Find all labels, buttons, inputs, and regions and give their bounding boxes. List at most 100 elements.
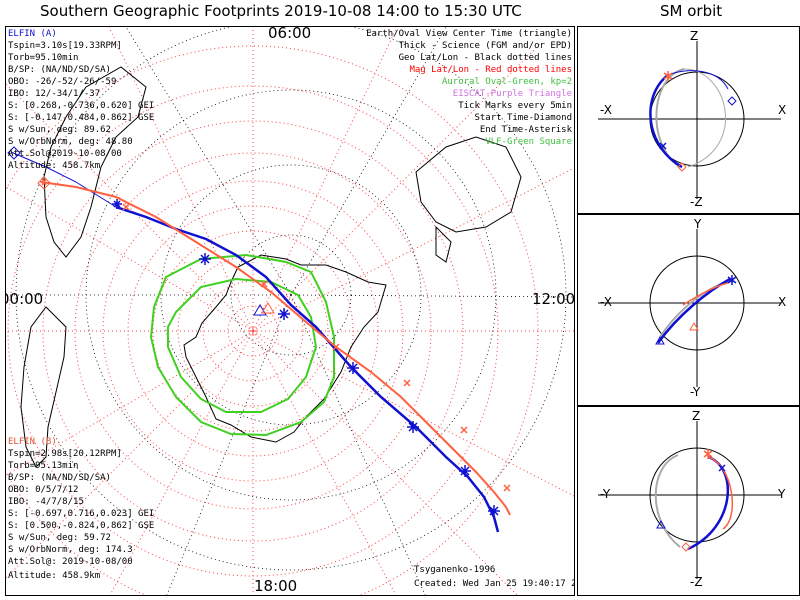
elfin-b-tick — [503, 484, 511, 492]
xz-top-label: Z — [690, 29, 699, 43]
mlt-label-right: 12:00 — [532, 290, 575, 308]
elfin-a-info-2: B/SP: (NA/ND/SD/SA) — [8, 65, 111, 75]
legend-vlf: VLF-Green Square — [485, 137, 572, 147]
earth-circle — [649, 447, 745, 543]
orbit-a-start-diamond — [681, 542, 691, 552]
elfin-b-thick-segment — [40, 181, 511, 516]
elfin-b-info-7: S w/Sun, deg: 59.72 — [8, 533, 111, 543]
orbit-b-red-track — [707, 456, 734, 530]
elfin-a-tick — [407, 421, 419, 433]
elfin-a-tick — [112, 199, 122, 209]
orbit-a-start-triangle — [655, 335, 665, 345]
orbit-xy-canvas — [598, 229, 781, 387]
main-title: Southern Geographic Footprints 2019-10-0… — [40, 2, 522, 20]
elfin-b-ticks — [41, 178, 511, 492]
elfin-a-info-0: Tspin=3.10s[19.33RPM] — [8, 41, 122, 51]
elfin-a-tick — [459, 465, 471, 477]
model-label: Tsyganenko-1996 — [414, 565, 496, 575]
elfin-a-thin-segment — [10, 151, 117, 208]
elfin-a-tick — [488, 505, 500, 517]
orbit-a-end-asterisk — [727, 275, 737, 285]
elfin-a-info-3: OBO: -26/-52/-26/-59 — [8, 77, 117, 87]
yz-bottom-label: -Z — [690, 575, 703, 589]
elfin-a-ticks — [112, 199, 500, 517]
legend-mag: Mag Lat/Lon - Red dotted lines — [409, 65, 572, 75]
yz-right-label: Y — [778, 487, 786, 501]
elfin-b-view-center-triangle — [261, 302, 275, 314]
elfin-b-tick — [332, 343, 340, 351]
auroral-oval-inner — [167, 277, 318, 413]
orbit-a-tick — [659, 142, 667, 150]
orbit-a-end-asterisk — [663, 71, 673, 81]
elfin-a-info-8: S w/OrbNorm, deg: 48.80 — [8, 137, 133, 147]
new-zealand-coast — [435, 225, 452, 263]
elfin-a-info-6: S: [-0.147,0.484,0.862] GSE — [8, 113, 155, 123]
orbit-xz-canvas — [598, 41, 781, 199]
orbit-a-track — [649, 74, 683, 169]
legend-end: End Time-Asterisk — [479, 125, 572, 135]
elfin-b-info-0: Tspin=2.98s[20.12RPM] — [8, 449, 122, 459]
elfin-b-info-5: S: [-0.697,0.716,0.023] GEI — [8, 509, 155, 519]
elfin-a-info-9: Att.Sol@2019-10-08/00 — [8, 149, 122, 159]
elfin-a-info-7: S w/Sun, deg: 89.62 — [8, 125, 111, 135]
orbit-b-track-back — [683, 68, 726, 168]
legend-eiscat: EISCAT-Purple Triangle — [452, 89, 572, 99]
orbit-panel-xz: Z -Z -X X — [577, 26, 800, 214]
elfin-a-tick — [199, 253, 211, 265]
polar-footprint-map: 06:00 00:00 12:00 18:00 ELFIN (A) Tspin=… — [5, 26, 575, 596]
antarctica-coast — [183, 254, 387, 443]
elfin-b-info-6: S: [0.500,-0.824,0.862] GSE — [8, 521, 155, 531]
orbit-b-red-track — [682, 282, 729, 306]
elfin-b-track — [40, 181, 511, 516]
elfin-b-info-3: OBO: 0/5/7/12 — [8, 485, 79, 495]
south-america-coast — [43, 66, 147, 258]
elfin-a-start-diamond — [7, 146, 21, 160]
elfin-a-info-5: S: [0.268,-0.736,0.620] GEI — [8, 101, 155, 111]
legend-ticks: Tick Marks every 5min — [458, 101, 572, 111]
orbit-b-start-triangle — [689, 321, 699, 331]
africa-coast — [20, 306, 67, 468]
elfin-a-thick-segment — [115, 205, 500, 533]
elfin-b-tick — [122, 203, 130, 211]
orbit-b-track — [654, 454, 681, 548]
elfin-a-track — [10, 151, 500, 533]
earth-circle — [649, 255, 745, 351]
xz-bottom-label: -Z — [690, 195, 703, 209]
mlt-label-left: 00:00 — [6, 290, 44, 308]
elfin-b-tick — [260, 280, 268, 288]
geo-lon-lines — [6, 27, 574, 595]
elfin-b-name: ELFIN (B) — [8, 437, 57, 447]
elfin-b-tick — [403, 379, 411, 387]
xy-left-label: -X — [600, 295, 612, 309]
mlt-label-top: 06:00 — [268, 26, 312, 42]
orbit-b-start-triangle — [656, 519, 666, 529]
yz-top-label: Z — [692, 409, 701, 423]
elfin-a-info-4: IBO: 12/-34/1/-37 — [8, 89, 101, 99]
elfin-a-info-1: Torb=95.10min — [8, 53, 79, 63]
orbit-a-tick — [718, 464, 726, 472]
orbit-a-end-asterisk — [703, 449, 713, 459]
orbit-a-track — [656, 277, 731, 344]
orbit-b-start-diamond — [677, 162, 687, 172]
orbit-panel-yz: Z -Z -Y Y — [577, 406, 800, 596]
coastlines — [20, 66, 522, 468]
legend-thick: Thick - Science (FGM and/or EPD) — [398, 41, 572, 51]
xz-right-label: X — [778, 103, 787, 117]
elfin-a-tick — [278, 308, 290, 320]
elfin-a-info-10: Altitude: 458.7km — [8, 161, 101, 171]
elfin-a-view-center-triangle — [253, 304, 267, 316]
xy-top-label: Y — [694, 217, 702, 231]
elfin-b-info-1: Torb=95.13min — [8, 461, 79, 471]
elfin-b-info-8: S w/OrbNorm, deg: 174.3 — [8, 545, 133, 555]
auroral-oval-outer — [149, 253, 335, 437]
elfin-b-info-9: Att.Sol@: 2019-10-08/00 — [8, 557, 133, 567]
orbit-a-track-thin — [667, 70, 729, 90]
legend-earth-oval: Earth/Oval View Center Time (triangle) — [366, 29, 572, 39]
xy-bottom-label: -Y — [690, 385, 701, 399]
orbit-title: SM orbit — [660, 2, 723, 20]
orbit-a-start-diamond — [727, 96, 737, 106]
elfin-b-start-diamond — [37, 176, 51, 190]
orbit-yz-canvas — [598, 421, 781, 579]
mlt-label-bottom: 18:00 — [254, 577, 298, 595]
elfin-a-name: ELFIN (A) — [8, 29, 57, 39]
